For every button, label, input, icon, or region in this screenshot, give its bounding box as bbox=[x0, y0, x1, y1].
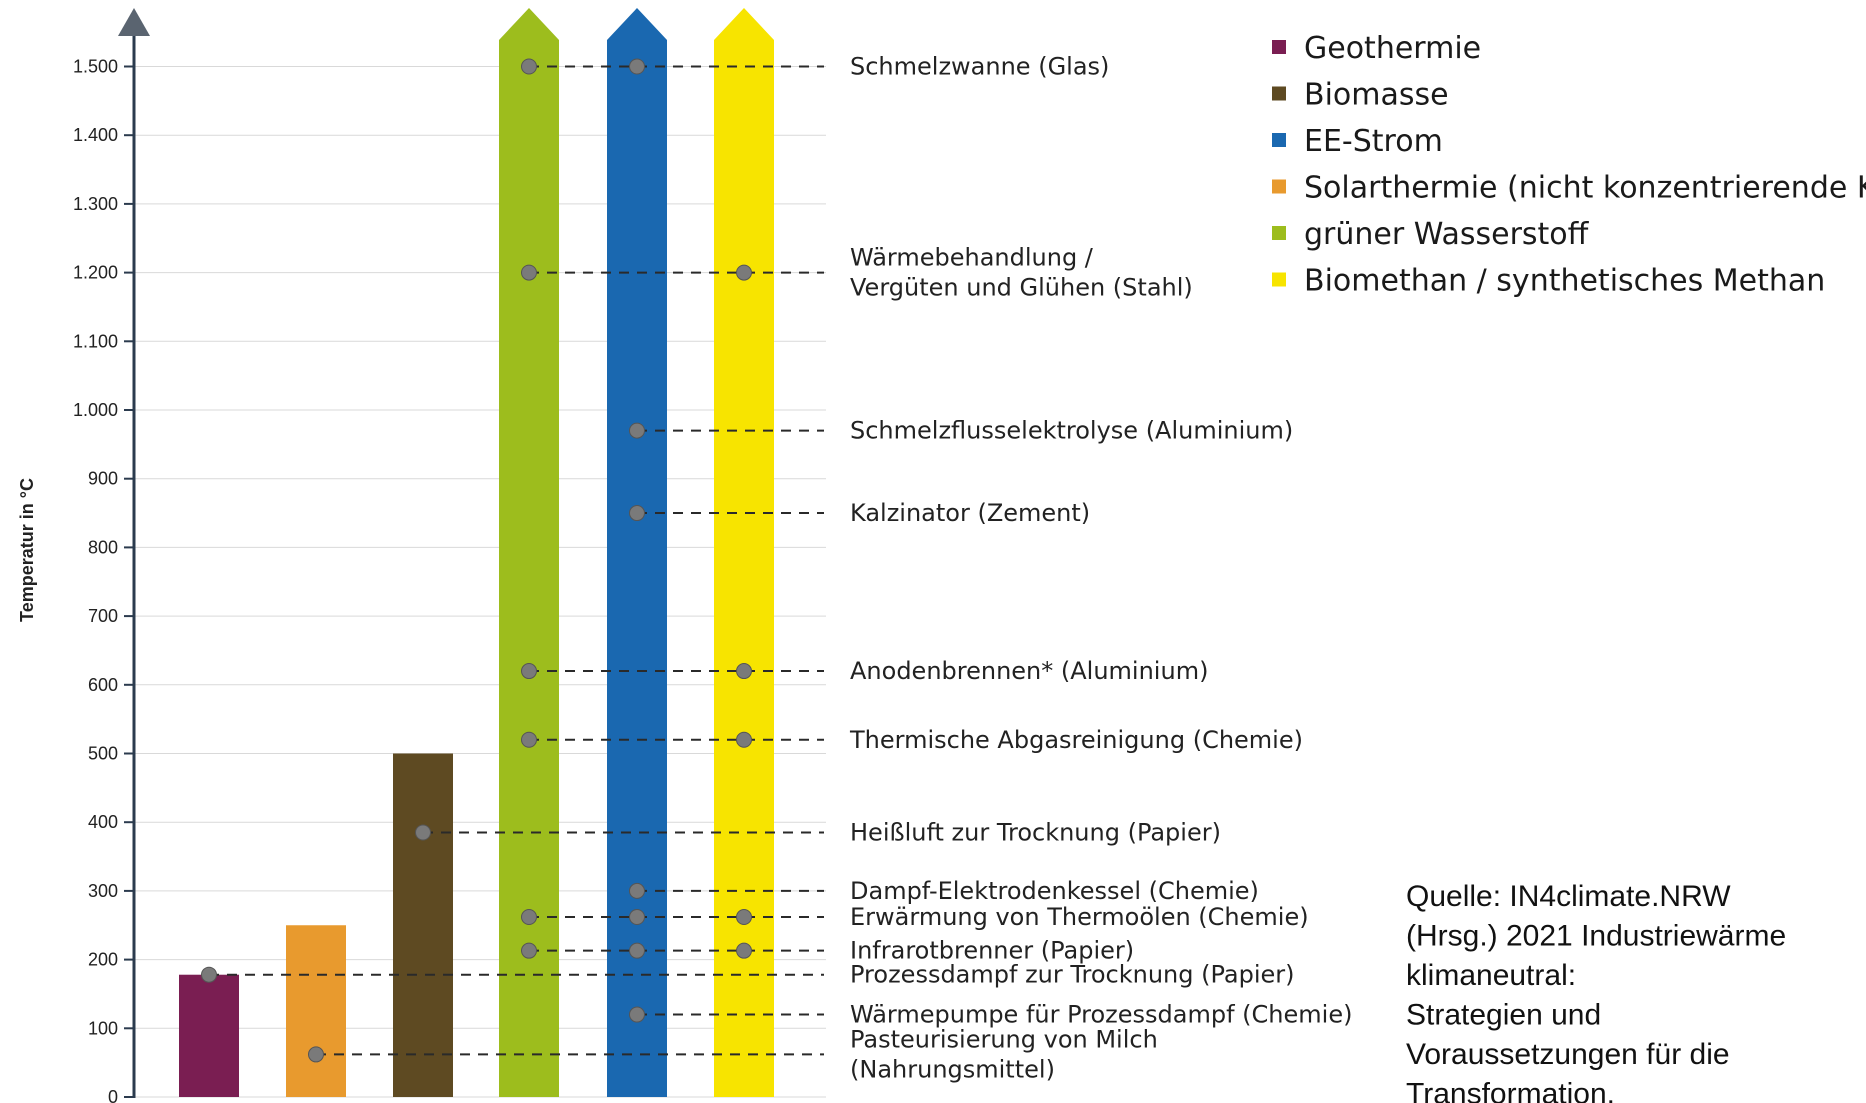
y-tick-label: 400 bbox=[88, 812, 118, 832]
y-tick-label: 1.100 bbox=[73, 331, 118, 351]
source-line: Voraussetzungen für die bbox=[1406, 1038, 1730, 1071]
legend-swatch bbox=[1272, 226, 1286, 240]
application-leader-lines bbox=[209, 65, 824, 1056]
legend: Geothermie Biomasse EE-Strom Solarthermie (… bbox=[1272, 31, 1866, 299]
y-tick-label: 1.300 bbox=[73, 194, 118, 214]
application-dot bbox=[629, 505, 645, 522]
application-label: Infrarotbrenner (Papier) bbox=[850, 937, 1134, 965]
application-label: Schmelzwanne (Glas) bbox=[850, 53, 1109, 81]
application-dot bbox=[521, 942, 537, 959]
y-tick-labels: 0 100 200 300 400 500 600 700 800 900 1.000 1.100 1.… bbox=[73, 57, 118, 1103]
application-dot bbox=[736, 663, 752, 680]
source-note: Quelle: IN4climate.NRW (Hrsg.) 2021 Indus… bbox=[1406, 880, 1786, 1103]
application-dot bbox=[736, 264, 752, 281]
application-dot bbox=[736, 909, 752, 926]
source-line: klimaneutral: bbox=[1406, 959, 1576, 992]
bars bbox=[179, 8, 774, 1097]
application-label: Thermische Abgasreinigung (Chemie) bbox=[849, 726, 1303, 754]
application-label: (Nahrungsmittel) bbox=[850, 1055, 1055, 1083]
application-dot bbox=[415, 824, 431, 841]
source-line: (Hrsg.) 2021 Industriewärme bbox=[1406, 920, 1786, 953]
legend-label: Geothermie bbox=[1304, 31, 1481, 66]
source-line: Strategien und bbox=[1406, 999, 1601, 1032]
legend-label: Solarthermie (nicht konzentrierende Koll… bbox=[1304, 171, 1866, 206]
application-label: Vergüten und Glühen (Stahl) bbox=[850, 274, 1193, 302]
y-axis-title: Temperatur in °C bbox=[17, 478, 37, 622]
bar-6 bbox=[714, 8, 774, 1097]
application-label: Anodenbrennen* (Aluminium) bbox=[850, 657, 1208, 685]
legend-label: EE-Strom bbox=[1304, 124, 1443, 159]
legend-label: Biomasse bbox=[1304, 78, 1449, 113]
application-label: Prozessdampf zur Trocknung (Papier) bbox=[850, 961, 1295, 989]
y-tick-label: 800 bbox=[88, 537, 118, 557]
application-dot bbox=[201, 966, 217, 983]
legend-swatch bbox=[1272, 86, 1286, 101]
y-tick-label: 500 bbox=[88, 744, 118, 764]
y-tick-label: 1.400 bbox=[73, 125, 118, 145]
legend-label: Biomethan / synthetisches Methan bbox=[1304, 264, 1825, 299]
y-tick-label: 1.200 bbox=[73, 263, 118, 283]
source-line: Quelle: IN4climate.NRW bbox=[1406, 880, 1731, 913]
legend-label: grüner Wasserstoff bbox=[1304, 217, 1590, 252]
application-dot bbox=[521, 909, 537, 926]
application-dots bbox=[201, 58, 752, 1063]
application-dot bbox=[629, 882, 645, 899]
y-axis bbox=[118, 8, 150, 1098]
bar-5 bbox=[607, 8, 667, 1097]
application-label: Pasteurisierung von Milch bbox=[850, 1025, 1158, 1053]
y-tick-label: 300 bbox=[88, 881, 118, 901]
bar-3 bbox=[393, 753, 453, 1097]
application-label: Kalzinator (Zement) bbox=[850, 499, 1090, 527]
application-dot bbox=[521, 731, 537, 748]
legend-swatch bbox=[1272, 133, 1286, 147]
application-dot bbox=[521, 663, 537, 680]
legend-swatch bbox=[1272, 272, 1286, 287]
application-dot bbox=[521, 58, 537, 75]
y-tick-label: 100 bbox=[88, 1018, 118, 1038]
application-label: Heißluft zur Trocknung (Papier) bbox=[850, 819, 1221, 847]
bar-2 bbox=[286, 925, 346, 1097]
application-label: Erwärmung von Thermoölen (Chemie) bbox=[850, 903, 1309, 931]
application-dot bbox=[629, 1006, 645, 1023]
y-tick-label: 200 bbox=[88, 950, 118, 970]
application-label: Dampf-Elektrodenkessel (Chemie) bbox=[850, 877, 1259, 905]
application-label: Schmelzflusselektrolyse (Aluminium) bbox=[850, 417, 1293, 445]
application-dot bbox=[629, 422, 645, 439]
application-dot bbox=[521, 264, 537, 281]
y-tick-label: 700 bbox=[88, 606, 118, 626]
application-label: Wärmepumpe für Prozessdampf (Chemie) bbox=[850, 1001, 1352, 1029]
application-dot bbox=[629, 942, 645, 959]
application-dot bbox=[736, 942, 752, 959]
legend-swatch bbox=[1272, 40, 1286, 54]
bar-4 bbox=[499, 8, 559, 1097]
y-tick-label: 1.000 bbox=[73, 400, 118, 420]
y-tick-label: 900 bbox=[88, 469, 118, 489]
application-dot bbox=[629, 909, 645, 926]
y-tick-label: 600 bbox=[88, 675, 118, 695]
application-dot bbox=[736, 731, 752, 748]
application-labels: Schmelzwanne (Glas) Wärmebehandlung /Verg… bbox=[849, 53, 1352, 1084]
source-line: Transformation. bbox=[1406, 1078, 1615, 1103]
gridlines bbox=[124, 65, 826, 1098]
y-tick-label: 0 bbox=[108, 1087, 118, 1103]
legend-swatch bbox=[1272, 179, 1286, 194]
y-tick-label: 1.500 bbox=[73, 57, 118, 77]
application-dot bbox=[629, 58, 645, 75]
application-dot bbox=[308, 1046, 324, 1063]
application-label: Wärmebehandlung / bbox=[850, 244, 1094, 272]
bar-1 bbox=[179, 974, 239, 1097]
y-axis-arrow-icon bbox=[118, 8, 150, 36]
